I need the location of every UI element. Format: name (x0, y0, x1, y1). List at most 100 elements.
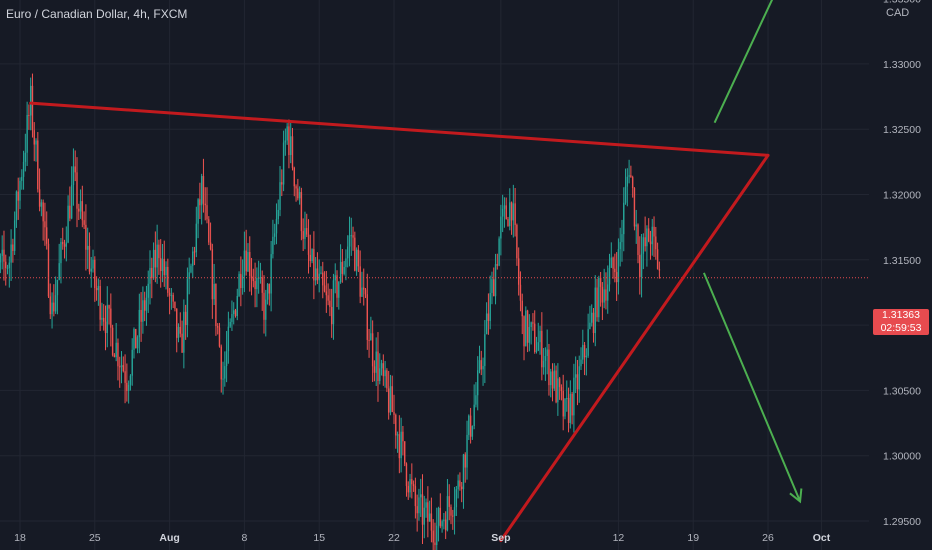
candle-up (195, 223, 198, 253)
candle-down (567, 398, 570, 423)
candle-down (416, 506, 418, 514)
candle-up (598, 277, 600, 318)
candle-up (26, 114, 28, 153)
candle-up (473, 404, 475, 427)
candle-up (106, 305, 108, 334)
candle-down (614, 268, 616, 273)
candle-up (423, 507, 425, 525)
candle-down (352, 235, 354, 238)
candle-down (202, 176, 205, 204)
candle-up (509, 202, 511, 227)
candle-up (485, 313, 488, 335)
candle-up (500, 216, 502, 239)
currency-label: CAD (886, 7, 910, 19)
candle-up (619, 242, 621, 250)
candle-up (628, 175, 630, 177)
candle-up (537, 342, 539, 351)
candle-down (327, 295, 329, 301)
candle-down (496, 264, 499, 266)
candle-down (69, 205, 71, 219)
candle-down (184, 311, 187, 325)
candle-down (49, 296, 51, 315)
candle-down (117, 342, 119, 367)
resistance-trendline (29, 101, 770, 157)
candle-up (453, 507, 456, 516)
candle-up (594, 287, 596, 334)
candle-down (17, 191, 19, 201)
candle-down (83, 220, 85, 225)
candle-down (599, 277, 602, 287)
candle-up (539, 330, 541, 343)
candle-up (334, 275, 336, 281)
candle-down (295, 186, 297, 189)
candle-down (151, 267, 153, 279)
candle-up (79, 201, 82, 212)
candle-up (97, 286, 100, 291)
candle-up (566, 398, 568, 400)
price-axis-panel[interactable] (869, 0, 932, 550)
candle-up (553, 370, 555, 389)
candle-up (437, 507, 440, 526)
candle-down (521, 300, 523, 317)
candle-up (580, 359, 582, 367)
candle-up (247, 252, 249, 272)
candle-up (152, 249, 155, 279)
candlestick-series (0, 73, 661, 550)
candle-down (583, 344, 586, 358)
candle-down (113, 354, 116, 358)
candle-down (44, 221, 46, 228)
candle-down (596, 287, 598, 318)
candle-down (3, 249, 5, 262)
candle-up (286, 126, 288, 141)
candle-up (582, 344, 584, 360)
candle-up (72, 166, 75, 185)
candle-down (206, 205, 208, 220)
candle-up (58, 263, 60, 280)
candle-down (158, 244, 160, 259)
candle-up (256, 277, 258, 290)
candle-up (115, 342, 117, 358)
x-tick-label: Aug (159, 532, 179, 544)
candle-up (233, 310, 235, 315)
candle-up (51, 302, 53, 315)
candle-down (62, 241, 64, 245)
candle-up (621, 234, 623, 243)
candle-up (478, 360, 481, 371)
candle-up (54, 295, 57, 312)
candle-down (193, 251, 196, 253)
candle-down (250, 275, 253, 279)
candle-down (322, 272, 324, 286)
candle-up (400, 431, 402, 459)
candle-down (460, 486, 463, 490)
candle-up (624, 186, 627, 203)
candle-down (33, 130, 35, 145)
candle-up (65, 242, 68, 247)
candle-down (516, 224, 518, 259)
candle-up (270, 254, 272, 294)
candle-down (519, 284, 522, 301)
candle-down (357, 249, 360, 267)
candle-up (275, 219, 278, 234)
candle-up (213, 283, 215, 300)
candle-up (6, 268, 9, 270)
candle-down (126, 382, 128, 391)
candle-up (375, 351, 377, 373)
candle-up (477, 370, 479, 396)
candle-up (491, 279, 493, 293)
candle-down (393, 411, 395, 415)
candle-down (395, 414, 397, 436)
candle-down (448, 496, 450, 507)
candle-up (257, 277, 260, 279)
candle-up (589, 322, 591, 330)
candle-down (487, 313, 490, 321)
candle-down (204, 203, 206, 206)
candle-down (111, 327, 114, 355)
candle-down (163, 258, 165, 276)
candle-up (1, 249, 3, 256)
candle-up (640, 253, 643, 278)
candle-up (466, 434, 468, 468)
candle-up (608, 267, 611, 285)
candle-up (241, 275, 244, 289)
candle-down (336, 275, 338, 298)
